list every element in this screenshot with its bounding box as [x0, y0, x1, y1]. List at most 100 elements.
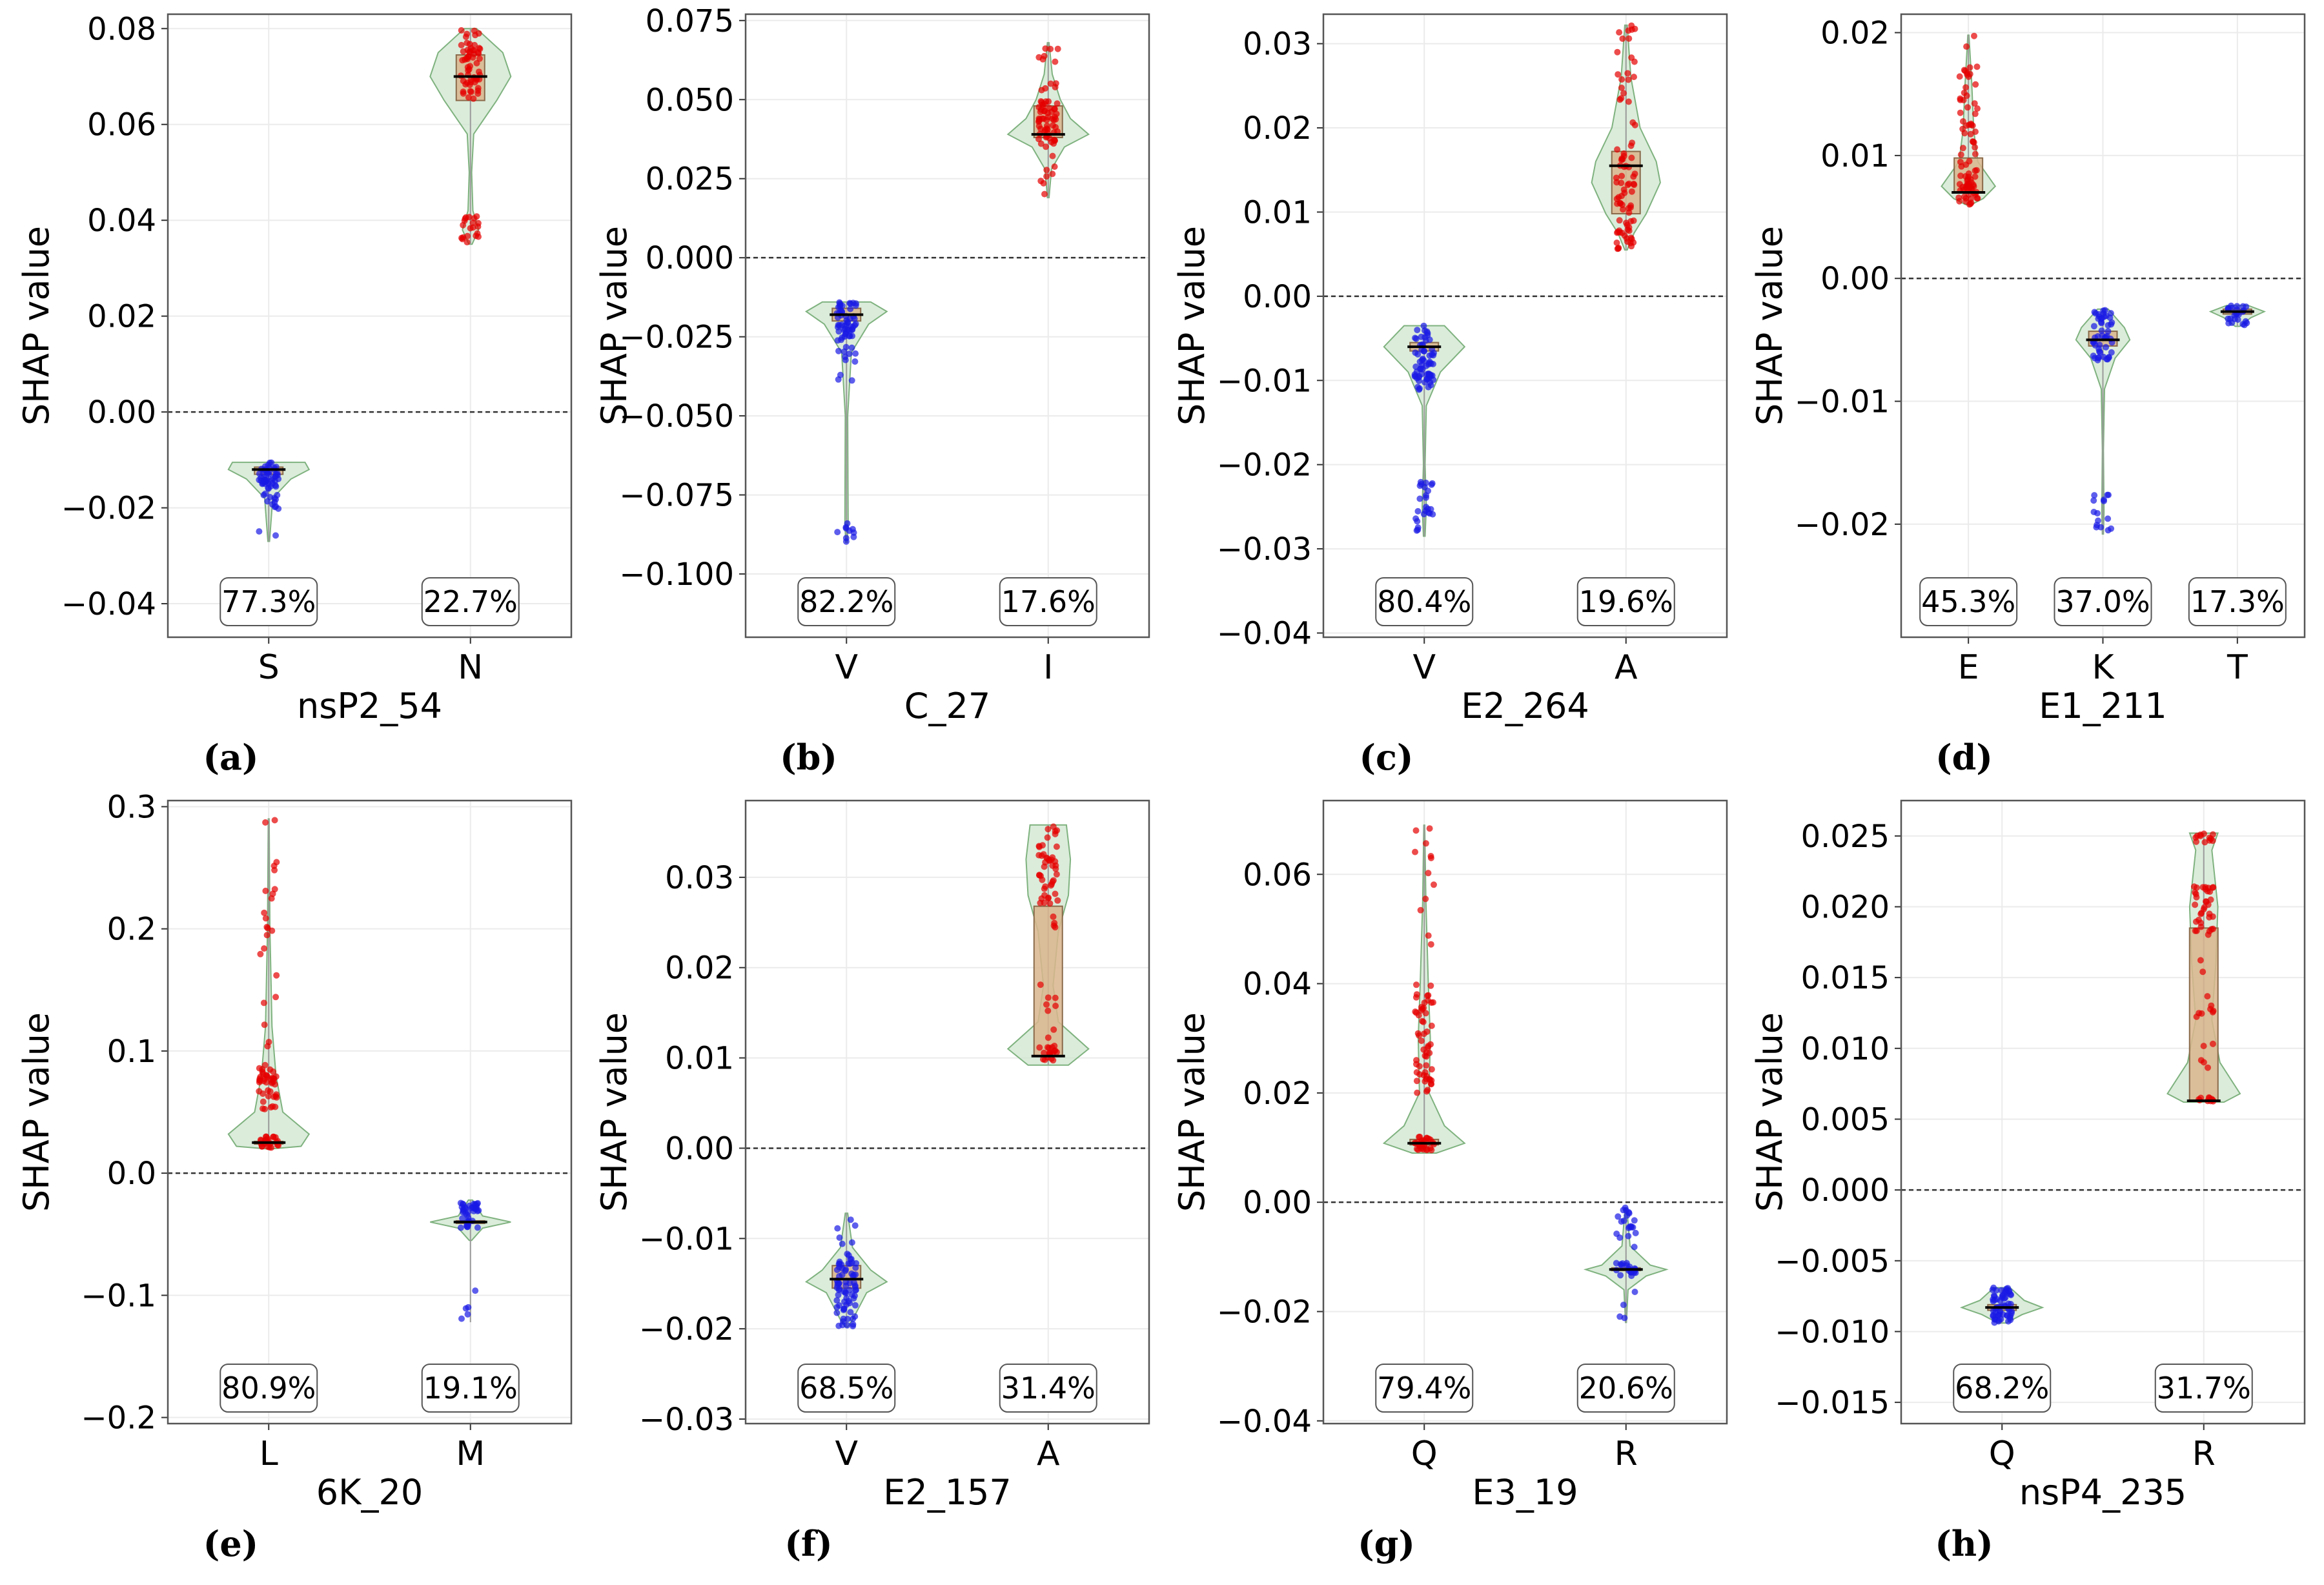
data-point — [836, 299, 843, 306]
data-point — [1414, 1146, 1422, 1153]
data-point — [2094, 522, 2101, 529]
data-point — [469, 54, 476, 61]
y-tick-label: −0.100 — [619, 557, 734, 593]
data-point — [1416, 377, 1422, 384]
data-point — [2193, 884, 2200, 891]
data-point — [467, 76, 474, 83]
data-point — [1416, 1063, 1423, 1070]
data-point — [2103, 356, 2110, 363]
data-point — [1623, 220, 1629, 227]
data-point — [473, 76, 480, 83]
data-point — [265, 1092, 272, 1099]
x-tick-label: Q — [1411, 1435, 1438, 1473]
data-point — [2201, 904, 2208, 911]
y-tick-label: 0.00 — [1820, 261, 1890, 297]
data-point — [2193, 894, 2200, 901]
data-point — [256, 1088, 263, 1095]
data-point — [272, 532, 279, 539]
y-tick-label: −0.03 — [639, 1402, 734, 1438]
data-point — [459, 1215, 466, 1222]
data-point — [257, 950, 264, 957]
data-point — [1631, 74, 1637, 81]
data-point — [1622, 1204, 1629, 1211]
data-point — [1420, 1005, 1427, 1011]
data-point — [262, 1133, 269, 1140]
data-point — [1618, 85, 1625, 91]
data-point — [458, 1315, 465, 1322]
data-point — [2225, 305, 2232, 312]
data-point — [458, 41, 465, 48]
plot-frame — [1900, 13, 2306, 639]
data-point — [1043, 122, 1050, 129]
data-point — [839, 1240, 846, 1247]
group-v: 80.4% V — [1375, 322, 1474, 687]
data-point — [1625, 98, 1632, 105]
data-point — [848, 1259, 855, 1266]
y-tick-label: −0.04 — [1217, 1404, 1312, 1440]
data-point — [265, 485, 272, 492]
data-point — [851, 1313, 859, 1320]
y-tick-label: 0.020 — [1801, 889, 1890, 925]
y-tick-label: 0.000 — [1801, 1172, 1890, 1209]
data-point — [850, 1295, 857, 1302]
data-point — [1624, 181, 1631, 189]
data-point — [1991, 1319, 1998, 1326]
y-tick-label: −0.02 — [639, 1311, 734, 1347]
x-axis-label: nsP2_54 — [297, 686, 442, 726]
data-point — [1425, 487, 1431, 495]
data-point — [1041, 190, 1048, 198]
data-point — [1965, 170, 1972, 177]
data-point — [1416, 1032, 1423, 1039]
data-point — [834, 1280, 841, 1287]
data-point — [1422, 379, 1428, 386]
data-point — [1998, 1287, 2005, 1294]
data-point — [1050, 1026, 1057, 1033]
data-point — [1052, 58, 1059, 65]
y-tick-label: 0.02 — [1820, 15, 1890, 52]
data-point — [1414, 1089, 1421, 1096]
x-axis-label: E2_264 — [1461, 686, 1589, 726]
data-point — [1045, 1007, 1052, 1014]
percentage-badge — [2054, 577, 2152, 626]
data-point — [460, 77, 467, 85]
y-tick-label: 0.08 — [87, 11, 156, 47]
data-point — [1412, 827, 1420, 834]
data-point — [1422, 840, 1429, 847]
data-point — [2090, 509, 2097, 515]
data-point — [1039, 56, 1046, 63]
data-point — [1620, 1217, 1627, 1224]
data-point — [1614, 200, 1621, 207]
x-axis-label: E2_157 — [883, 1472, 1012, 1513]
data-point — [1964, 104, 1971, 111]
percentage-badge — [421, 577, 520, 626]
plot-frame — [744, 13, 1150, 639]
data-point — [1052, 858, 1059, 865]
data-point — [472, 32, 479, 39]
data-point — [2003, 1312, 2010, 1319]
data-point — [1037, 106, 1045, 113]
percentage-badge — [1919, 577, 2018, 626]
y-axis-label: SHAP value — [594, 226, 635, 425]
y-tick-label: 0.04 — [1243, 966, 1312, 1003]
y-tick-label: 0.3 — [107, 789, 156, 825]
x-axis-label: nsP4_235 — [2019, 1472, 2186, 1513]
data-point — [1053, 843, 1060, 850]
data-point — [274, 472, 281, 478]
data-point — [1426, 825, 1433, 832]
data-point — [1968, 121, 1975, 128]
y-tick-label: −0.01 — [639, 1221, 734, 1257]
y-tick-label: 0.0 — [107, 1156, 156, 1192]
data-point — [1426, 360, 1433, 367]
data-point — [1989, 1286, 1996, 1293]
data-point — [263, 923, 270, 930]
data-point — [269, 475, 276, 482]
data-point — [265, 1087, 271, 1094]
data-point — [1623, 235, 1630, 242]
data-point — [839, 1271, 846, 1278]
percentage-badge — [797, 577, 896, 626]
data-point — [1422, 1078, 1429, 1085]
x-axis-label: E1_211 — [2039, 686, 2167, 726]
data-point — [1417, 906, 1424, 914]
data-point — [1625, 27, 1632, 34]
data-point — [1966, 64, 1973, 71]
